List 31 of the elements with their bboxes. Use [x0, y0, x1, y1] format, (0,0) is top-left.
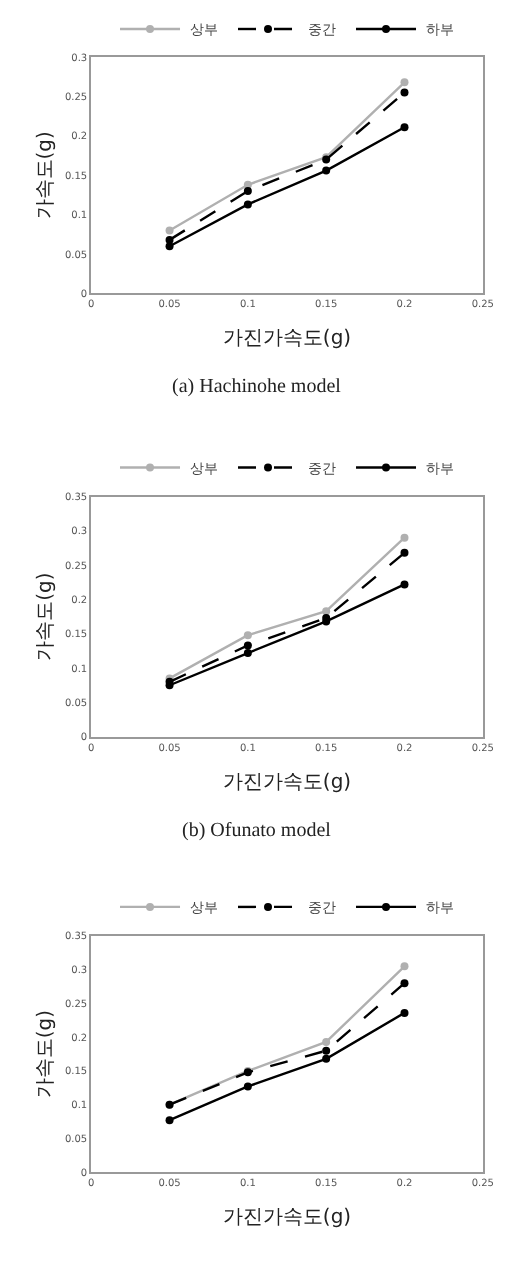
point: [400, 88, 409, 97]
point: [400, 78, 409, 87]
point: [165, 1116, 174, 1125]
y-axis-title: 가속도(g): [34, 130, 57, 220]
point: [400, 1008, 409, 1017]
point: [322, 1054, 331, 1063]
point: [165, 226, 174, 235]
text: (b) Ofunato model: [182, 820, 332, 842]
point: [400, 979, 409, 988]
point: [243, 200, 252, 209]
point: [400, 962, 409, 971]
point: [400, 548, 409, 557]
point: [322, 1037, 331, 1046]
point: [243, 649, 252, 658]
point: [243, 631, 252, 640]
text: (a) Hachinohe model: [172, 376, 342, 398]
y-axis-title: 가속도(g): [34, 1009, 57, 1099]
point: [400, 123, 409, 132]
point: [243, 1082, 252, 1091]
point: [400, 533, 409, 542]
x-axis-title: 가진가속도(g): [222, 771, 352, 794]
point: [322, 1046, 331, 1055]
point: [165, 242, 174, 251]
x-axis-title: 가진가속도(g): [222, 1207, 352, 1230]
point: [400, 580, 409, 589]
point: [243, 641, 252, 650]
point: [322, 607, 331, 616]
x-axis-title: 가진가속도(g): [222, 328, 352, 351]
point: [243, 187, 252, 196]
point: [322, 166, 331, 175]
y-axis-title: 가속도(g): [34, 572, 57, 661]
